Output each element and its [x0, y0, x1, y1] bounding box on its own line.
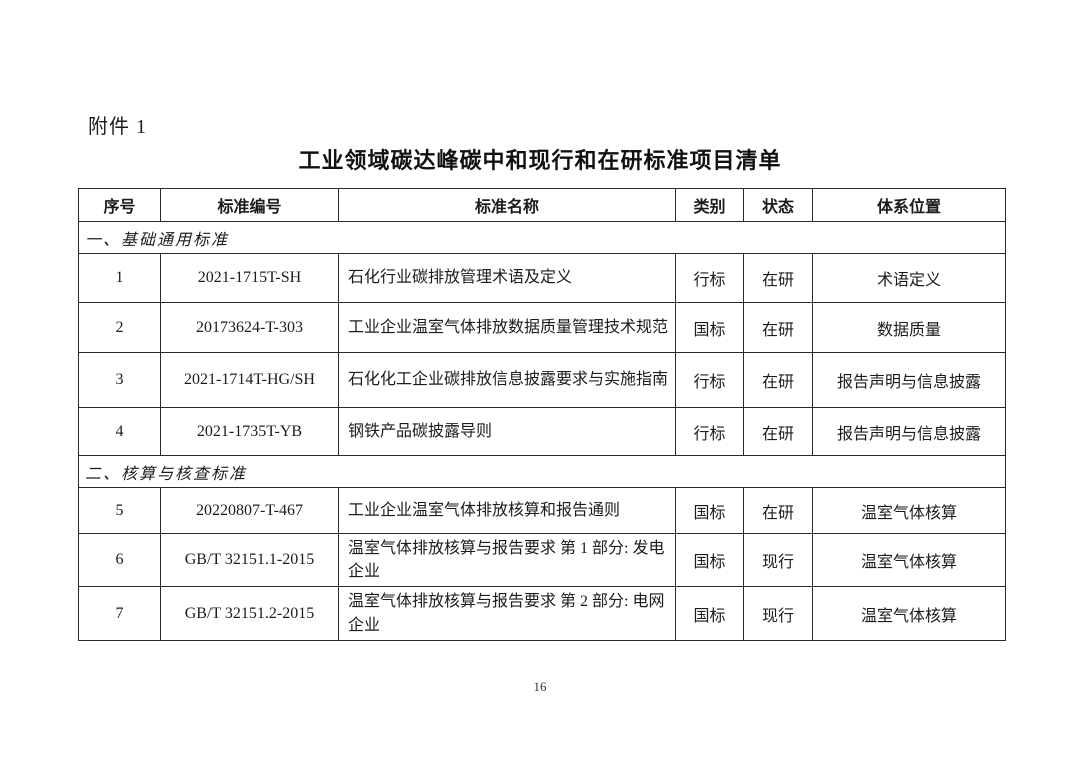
column-header-code: 标准编号 [160, 188, 339, 222]
column-header-category: 类别 [675, 188, 744, 222]
cell-status: 现行 [743, 532, 813, 588]
cell-name: 石化行业碳排放管理术语及定义 [338, 253, 676, 303]
section-row-basic-general: 一、基础通用标准 [78, 221, 1006, 254]
cell-code: 20220807-T-467 [160, 487, 339, 534]
cell-no: 6 [78, 532, 161, 588]
cell-position: 温室气体核算 [812, 586, 1006, 641]
cell-name: 工业企业温室气体排放数据质量管理技术规范 [338, 302, 676, 353]
table-row: 6 GB/T 32151.1-2015 温室气体排放核算与报告要求 第 1 部分… [78, 532, 1006, 588]
cell-position: 温室气体核算 [812, 532, 1006, 588]
cell-name: 工业企业温室气体排放核算和报告通则 [338, 487, 676, 534]
cell-code: GB/T 32151.2-2015 [160, 586, 339, 641]
cell-category: 国标 [675, 532, 744, 588]
cell-position: 报告声明与信息披露 [812, 407, 1006, 456]
cell-name: 温室气体排放核算与报告要求 第 2 部分: 电网企业 [338, 586, 676, 641]
cell-position: 数据质量 [812, 302, 1006, 353]
cell-no: 5 [78, 487, 161, 534]
cell-no: 2 [78, 302, 161, 353]
section-row-accounting-verification: 二、核算与核查标准 [78, 455, 1006, 488]
table-row: 2 20173624-T-303 工业企业温室气体排放数据质量管理技术规范 国标… [78, 302, 1006, 353]
attachment-label: 附件 1 [88, 116, 147, 138]
table-row: 3 2021-1714T-HG/SH 石化化工企业碳排放信息披露要求与实施指南 … [78, 352, 1006, 408]
cell-status: 在研 [743, 352, 813, 408]
cell-no: 4 [78, 407, 161, 456]
cell-code: 2021-1735T-YB [160, 407, 339, 456]
table-row: 5 20220807-T-467 工业企业温室气体排放核算和报告通则 国标 在研… [78, 487, 1006, 534]
table-row: 7 GB/T 32151.2-2015 温室气体排放核算与报告要求 第 2 部分… [78, 586, 1006, 641]
cell-code: 2021-1715T-SH [160, 253, 339, 303]
page-number: 16 [533, 679, 547, 694]
table-row: 4 2021-1735T-YB 钢铁产品碳披露导则 行标 在研 报告声明与信息披… [78, 407, 1006, 456]
cell-position: 温室气体核算 [812, 487, 1006, 534]
cell-category: 国标 [675, 302, 744, 353]
cell-name: 温室气体排放核算与报告要求 第 1 部分: 发电企业 [338, 532, 676, 588]
cell-code: 2021-1714T-HG/SH [160, 352, 339, 408]
cell-category: 行标 [675, 253, 744, 303]
standards-table: 序号 标准编号 标准名称 类别 状态 体系位置 一、基础通用标准 1 2021-… [78, 188, 1006, 641]
cell-no: 7 [78, 586, 161, 641]
cell-name: 石化化工企业碳排放信息披露要求与实施指南 [338, 352, 676, 408]
cell-category: 国标 [675, 586, 744, 641]
cell-code: 20173624-T-303 [160, 302, 339, 353]
cell-position: 报告声明与信息披露 [812, 352, 1006, 408]
cell-category: 国标 [675, 487, 744, 534]
column-header-no: 序号 [78, 188, 161, 222]
page-title: 工业领域碳达峰碳中和现行和在研标准项目清单 [298, 148, 782, 173]
cell-status: 现行 [743, 586, 813, 641]
column-header-position: 体系位置 [812, 188, 1006, 222]
table-row: 1 2021-1715T-SH 石化行业碳排放管理术语及定义 行标 在研 术语定… [78, 253, 1006, 303]
cell-status: 在研 [743, 302, 813, 353]
cell-name: 钢铁产品碳披露导则 [338, 407, 676, 456]
section-label: 二、核算与核查标准 [78, 455, 1006, 488]
column-header-name: 标准名称 [338, 188, 676, 222]
cell-position: 术语定义 [812, 253, 1006, 303]
cell-no: 3 [78, 352, 161, 408]
column-header-status: 状态 [743, 188, 813, 222]
cell-status: 在研 [743, 253, 813, 303]
table-header-row: 序号 标准编号 标准名称 类别 状态 体系位置 [78, 188, 1006, 222]
section-label: 一、基础通用标准 [78, 221, 1006, 254]
cell-category: 行标 [675, 352, 744, 408]
cell-code: GB/T 32151.1-2015 [160, 532, 339, 588]
cell-status: 在研 [743, 407, 813, 456]
cell-no: 1 [78, 253, 161, 303]
cell-category: 行标 [675, 407, 744, 456]
cell-status: 在研 [743, 487, 813, 534]
